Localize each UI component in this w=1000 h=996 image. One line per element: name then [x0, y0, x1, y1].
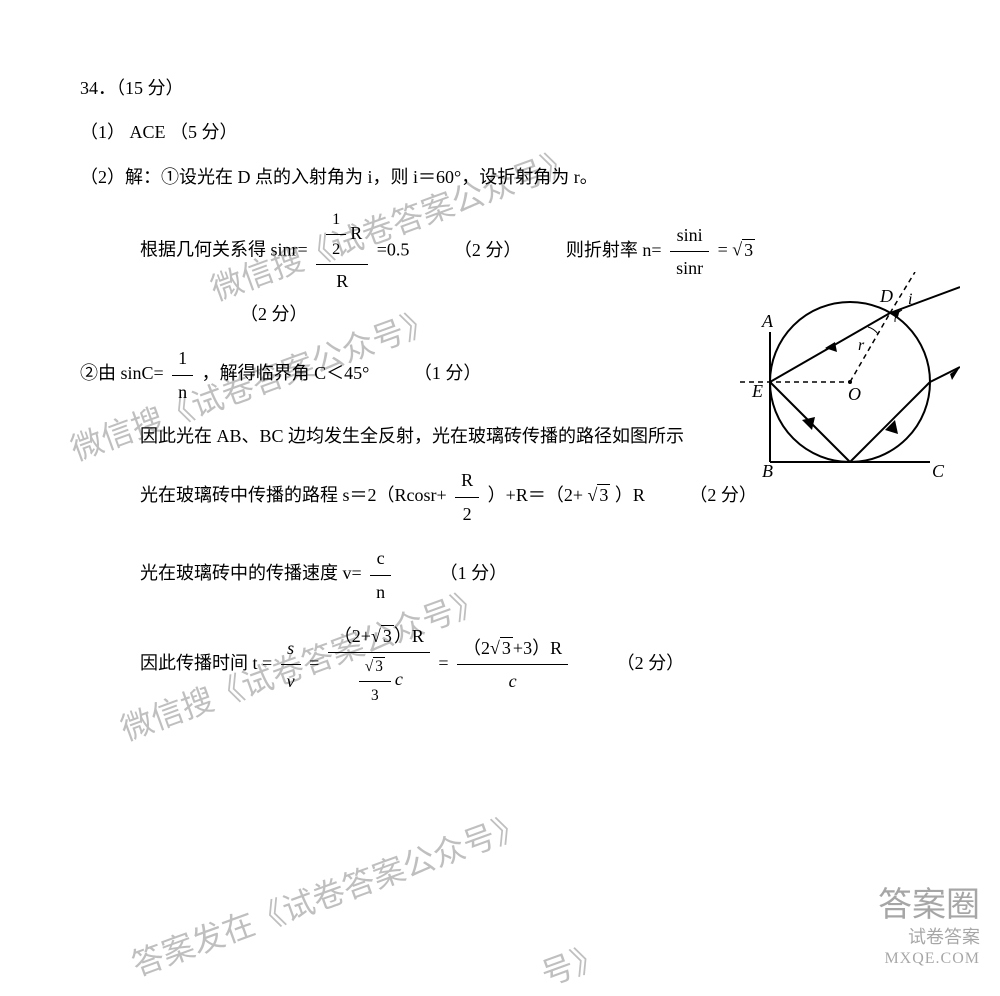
footer-logo: 答案圈 试卷答案 MXQE.COM [878, 886, 980, 968]
label-C: C [932, 461, 945, 481]
label-i: i [908, 291, 912, 308]
sqrt3-path: √3 [587, 484, 610, 505]
label-A: A [761, 311, 774, 331]
part1: （1） ACE （5 分） [80, 116, 920, 148]
score-2b: （2 分） [240, 298, 308, 330]
path-fraction: R 2 [455, 464, 479, 530]
geom-result: =0.5 [377, 240, 410, 260]
label-r: r [858, 337, 865, 354]
speed-fraction: c n [370, 542, 391, 608]
watermark: 号》 [534, 930, 610, 995]
geom-fraction: 1 2 R R [316, 205, 368, 298]
score-2a: （2 分） [454, 234, 522, 266]
sqrt3: √3 [732, 239, 755, 260]
label-B: B [762, 461, 773, 481]
label-E: E [751, 381, 763, 401]
time-f1: s v [281, 632, 301, 698]
score-2d: （2 分） [617, 647, 685, 679]
watermark: 答案发在《试卷答案公众号》 [125, 800, 532, 986]
label-D: D [879, 286, 893, 306]
time-f2: （2+√3）R √3 3 c [328, 620, 430, 709]
optics-diagram: A B C D E O r i [740, 272, 960, 492]
time-f3: （2√3+3）R c [457, 632, 568, 698]
geom-prefix: 根据几何关系得 sinr= [140, 240, 308, 260]
sinC-fraction: 1 n [172, 342, 193, 408]
score-1b: （1 分） [440, 557, 508, 589]
refr-prefix: 则折射率 n= [566, 240, 662, 260]
speed-line: 光在玻璃砖中的传播速度 v= c n （1 分） [80, 542, 920, 608]
label-O: O [848, 384, 861, 404]
score-1a: （1 分） [414, 357, 482, 389]
time-line: 因此传播时间 t = s v = （2+√3）R √3 3 c = （2√3+3… [80, 620, 920, 709]
part2-intro: （2）解：①设光在 D 点的入射角为 i，则 i＝60°，设折射角为 r。 [80, 161, 920, 193]
question-number: 34．（15 分） [80, 72, 920, 104]
solution-body: 34．（15 分） （1） ACE （5 分） （2）解：①设光在 D 点的入射… [80, 72, 920, 709]
refr-fraction: sini sinr [670, 219, 709, 285]
